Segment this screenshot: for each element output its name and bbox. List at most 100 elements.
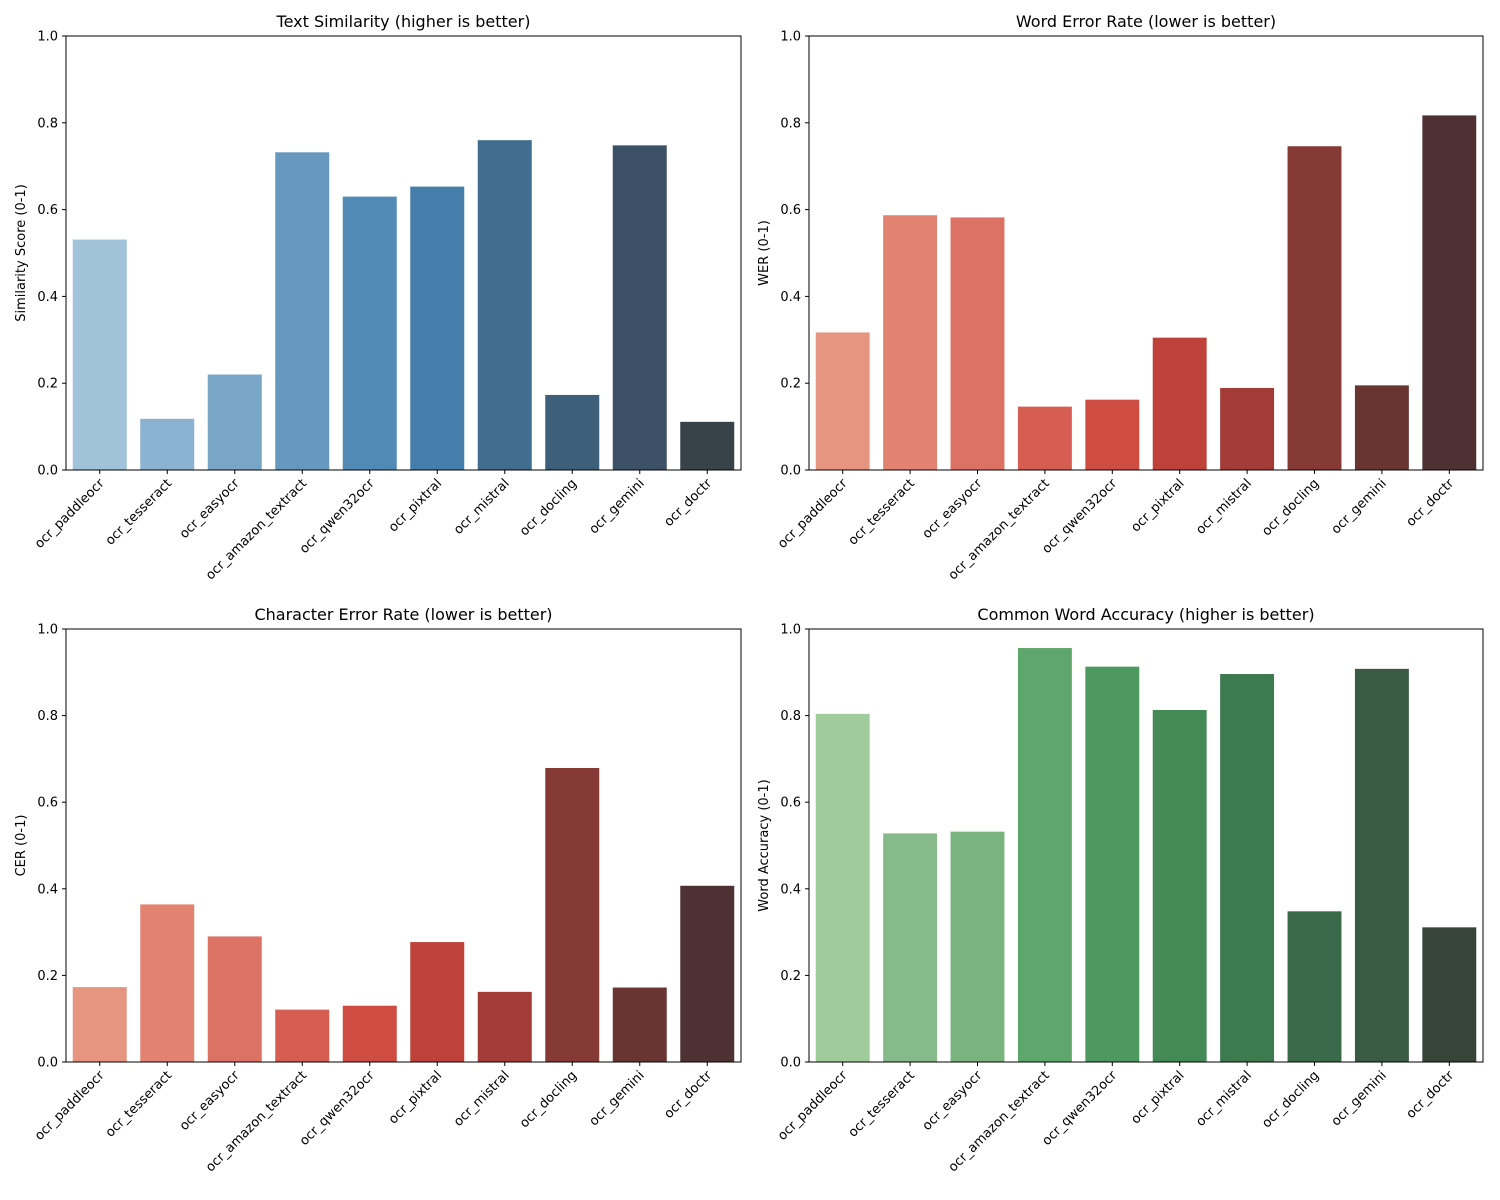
chart-2-x-tick-label: ocr_gemini [1329, 476, 1390, 537]
chart-3-y-tick-label: 1.0 [37, 623, 58, 638]
chart-4-title: Common Word Accuracy (higher is better) [977, 605, 1314, 624]
chart-2-title: Word Error Rate (lower is better) [1016, 12, 1276, 31]
chart-3-x-tick-label: ocr_tesseract [103, 1068, 175, 1140]
chart-2-x-tick-label: ocr_pixtral [1128, 476, 1187, 535]
chart-2-x-tick-label: ocr_easyocr [920, 476, 986, 542]
chart-2-y-tick-label: 0.2 [780, 377, 801, 392]
chart-4-bar [1287, 911, 1342, 1062]
chart-4-x-tick-label: ocr_doctr [1404, 1068, 1458, 1122]
chart-3-bar [275, 1009, 330, 1062]
chart-3-y-tick-label: 0.0 [37, 1056, 58, 1071]
chart-1-x-tick-label: ocr_tesseract [103, 476, 175, 548]
chart-3-y-tick-label: 0.8 [37, 709, 58, 724]
chart-2-x-tick-label: ocr_qwen32ocr [1039, 476, 1120, 557]
chart-3-axes-frame [65, 628, 742, 1063]
chart-1-bar [410, 186, 465, 470]
chart-3-x-tick-label: ocr_gemini [587, 1068, 648, 1129]
chart-4-x-tick-label: ocr_gemini [1329, 1068, 1390, 1129]
chart-2-bar [1354, 385, 1409, 470]
chart-1-x-tick-label: ocr_doctr [662, 476, 716, 530]
chart-3-bar [140, 904, 195, 1062]
chart-1: 0.0 0.2 0.4 0.6 0.8 1.0 ocr_paddleocrocr_tesse… [14, 12, 742, 583]
chart-1-x-tick-label: ocr_docling [517, 476, 580, 539]
chart-2-bar [1287, 146, 1342, 471]
chart-1-y-tick-label: 0.4 [37, 290, 58, 305]
chart-3-x-tick-label: ocr_easyocr [177, 1068, 243, 1134]
chart-4-x-tick-label: ocr_qwen32ocr [1039, 1068, 1120, 1149]
chart-1-bar [275, 152, 330, 470]
chart-3-x-tick-label: ocr_paddleocr [32, 1068, 108, 1144]
chart-3-x-tick-label: ocr_doctr [662, 1068, 716, 1122]
chart-4-bar [1220, 674, 1275, 1062]
chart-2-bar [1017, 406, 1072, 470]
chart-3-title: Character Error Rate (lower is better) [254, 605, 552, 624]
chart-2-x-tick-label: ocr_doctr [1404, 476, 1458, 530]
chart-4-y-axis-label: Word Accuracy (0-1) [757, 779, 772, 911]
chart-1-bar [477, 140, 532, 470]
chart-4-bar [1152, 709, 1207, 1062]
chart-1-bar [612, 145, 667, 470]
chart-3-y-axis-label: CER (0-1) [14, 815, 29, 877]
chart-3-bar [545, 767, 600, 1062]
chart-3-x-tick-label: ocr_pixtral [386, 1068, 445, 1127]
chart-1-bar [207, 374, 262, 470]
chart-4-y-tick-label: 0.6 [780, 796, 801, 811]
chart-4-x-tick-label: ocr_paddleocr [775, 1068, 851, 1144]
chart-4-x-tick-label: ocr_tesseract [846, 1068, 918, 1140]
chart-2-bar [1152, 337, 1207, 470]
chart-1-x-tick-label: ocr_gemini [587, 476, 648, 537]
chart-4-bar [883, 833, 938, 1062]
chart-2-bar [1085, 399, 1140, 470]
chart-1-x-tick-label: ocr_easyocr [177, 476, 243, 542]
chart-3-bar [612, 987, 667, 1062]
chart-1-x-tick-label: ocr_qwen32ocr [297, 476, 378, 557]
chart-2-bar [1422, 115, 1477, 471]
chart-4: 0.0 0.2 0.4 0.6 0.8 1.0 ocr_paddleocrocr_tesse… [757, 605, 1484, 1175]
chart-4-bar [1017, 648, 1072, 1062]
chart-3-bar [680, 885, 735, 1062]
chart-2-bar [950, 217, 1005, 470]
chart-3-bar [207, 936, 262, 1062]
chart-2-y-tick-label: 1.0 [780, 30, 801, 45]
chart-4-y-tick-label: 0.0 [780, 1056, 801, 1071]
chart-4-bar [1085, 666, 1140, 1062]
chart-1-bar [680, 421, 735, 470]
chart-2-x-tick-label: ocr_paddleocr [775, 476, 851, 552]
chart-2-bar [883, 215, 938, 470]
chart-1-y-tick-label: 0.0 [37, 464, 58, 479]
chart-1-y-tick-label: 1.0 [37, 30, 58, 45]
chart-4-x-tick-label: ocr_mistral [1193, 1068, 1255, 1130]
chart-1-y-tick-label: 0.8 [37, 116, 58, 131]
chart-3-x-tick-label: ocr_docling [517, 1068, 580, 1131]
chart-2-y-tick-label: 0.8 [780, 116, 801, 131]
chart-1-x-tick-label: ocr_mistral [451, 476, 513, 538]
chart-3-y-tick-label: 0.2 [37, 969, 58, 984]
chart-4-x-tick-label: ocr_pixtral [1128, 1068, 1187, 1127]
chart-1-x-tick-label: ocr_pixtral [386, 476, 445, 535]
chart-1-y-tick-label: 0.6 [37, 203, 58, 218]
chart-4-axes-frame [808, 628, 1484, 1063]
chart-2-bar [1220, 387, 1275, 470]
chart-1-bar [342, 196, 397, 470]
chart-4-y-tick-label: 1.0 [780, 623, 801, 638]
chart-1-bar [140, 418, 195, 470]
chart-2-y-tick-label: 0.0 [780, 464, 801, 479]
chart-3-y-tick-label: 0.6 [37, 796, 58, 811]
chart-3-x-tick-label: ocr_mistral [451, 1068, 513, 1130]
chart-4-bar [815, 713, 870, 1062]
chart-1-bar [545, 394, 600, 470]
chart-3-bar [72, 987, 127, 1062]
chart-4-x-tick-label: ocr_easyocr [920, 1068, 986, 1134]
chart-4-bar [1354, 668, 1409, 1062]
chart-2-bar [815, 332, 870, 470]
chart-3: 0.0 0.2 0.4 0.6 0.8 1.0 ocr_paddleocrocr_tesse… [14, 605, 742, 1175]
chart-4-y-tick-label: 0.8 [780, 709, 801, 724]
chart-1-bar [72, 239, 127, 470]
chart-3-y-tick-label: 0.4 [37, 882, 58, 897]
chart-1-y-tick-label: 0.2 [37, 377, 58, 392]
chart-3-x-tick-label: ocr_qwen32ocr [297, 1068, 378, 1149]
chart-2-x-tick-label: ocr_tesseract [846, 476, 918, 548]
chart-1-x-tick-label: ocr_paddleocr [32, 476, 108, 552]
chart-3-bar [342, 1005, 397, 1062]
